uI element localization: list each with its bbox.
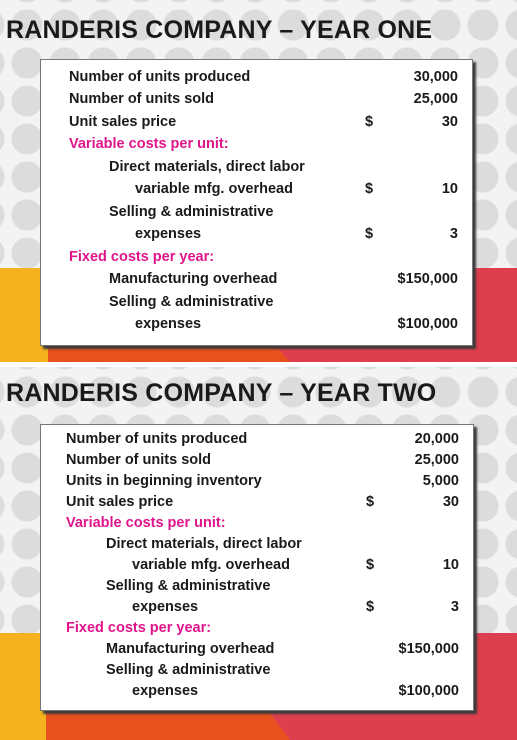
row-label: expenses [135, 316, 202, 332]
table-row: Number of units produced 30,000 [41, 69, 472, 89]
table-row: Unit sales price $ 30 [41, 494, 473, 514]
table-row: variable mfg. overhead $ 10 [41, 557, 473, 577]
row-label: expenses [135, 226, 202, 242]
row-label: Fixed costs per year: [66, 620, 212, 636]
table-row: Number of units sold 25,000 [41, 91, 472, 111]
row-label: Unit sales price [69, 114, 177, 130]
row-label: Selling & administrative [109, 294, 274, 310]
section-heading: Fixed costs per year: [41, 620, 473, 640]
row-label: Variable costs per unit: [69, 136, 229, 152]
row-label: expenses [132, 599, 199, 615]
row-label: Units in beginning inventory [66, 473, 262, 489]
section-heading: Variable costs per unit: [41, 515, 473, 535]
row-currency: $ [366, 494, 375, 510]
table-row: Selling & administrative [41, 294, 472, 314]
table-row: Manufacturing overhead $150,000 [41, 641, 473, 661]
row-amount: 5,000 [422, 473, 459, 489]
row-label: Manufacturing overhead [106, 641, 275, 657]
row-currency: $ [366, 599, 375, 615]
table-row: expenses $ 3 [41, 226, 472, 246]
row-label: Fixed costs per year: [69, 249, 215, 265]
data-table-card: Number of units produced 20,000 Number o… [40, 424, 474, 711]
row-amount: 25,000 [413, 91, 458, 107]
data-table-card: Number of units produced 30,000 Number o… [40, 59, 473, 346]
table-row: Manufacturing overhead $150,000 [41, 271, 472, 291]
row-label: Number of units sold [69, 91, 214, 107]
row-currency: $ [366, 557, 375, 573]
slide-title: RANDERIS COMPANY – YEAR TWO [6, 379, 437, 407]
table-row: Selling & administrative [41, 578, 473, 598]
table-row: Selling & administrative [41, 204, 472, 224]
row-amount: $150,000 [397, 271, 458, 287]
row-label: variable mfg. overhead [132, 557, 290, 573]
row-label: Selling & administrative [106, 578, 271, 594]
row-label: Selling & administrative [109, 204, 274, 220]
row-amount: 30 [441, 114, 458, 130]
row-amount: 10 [442, 557, 459, 573]
section-heading: Variable costs per unit: [41, 136, 472, 156]
row-label: variable mfg. overhead [135, 181, 293, 197]
row-label: expenses [132, 683, 199, 699]
row-amount: 25,000 [414, 452, 459, 468]
table-row: Number of units sold 25,000 [41, 452, 473, 472]
slide-title: RANDERIS COMPANY – YEAR ONE [6, 16, 433, 44]
section-heading: Fixed costs per year: [41, 249, 472, 269]
row-label: Direct materials, direct labor [106, 536, 302, 552]
slide-year-two: RANDERIS COMPANY – YEAR TWO Number of un… [0, 367, 517, 740]
row-amount: 30,000 [413, 69, 458, 85]
table-row: Units in beginning inventory 5,000 [41, 473, 473, 493]
row-amount: 10 [441, 181, 458, 197]
row-label: Variable costs per unit: [66, 515, 226, 531]
table-row: expenses $100,000 [41, 683, 473, 703]
row-label: Number of units produced [66, 431, 248, 447]
table-row: expenses $100,000 [41, 316, 472, 336]
row-label: Selling & administrative [106, 662, 271, 678]
row-amount: 30 [442, 494, 459, 510]
table-row: variable mfg. overhead $ 10 [41, 181, 472, 201]
row-label: Number of units produced [69, 69, 251, 85]
row-label: Number of units sold [66, 452, 211, 468]
row-currency: $ [365, 181, 374, 197]
row-amount: 20,000 [414, 431, 459, 447]
table-row: Direct materials, direct labor [41, 536, 473, 556]
row-amount: $150,000 [398, 641, 459, 657]
slide-year-one: RANDERIS COMPANY – YEAR ONE Number of un… [0, 0, 517, 362]
table-row: expenses $ 3 [41, 599, 473, 619]
table-row: Number of units produced 20,000 [41, 431, 473, 451]
row-currency: $ [365, 114, 374, 130]
row-currency: $ [365, 226, 374, 242]
row-amount: $100,000 [398, 683, 459, 699]
table-row: Direct materials, direct labor [41, 159, 472, 179]
row-amount: 3 [449, 226, 458, 242]
row-label: Direct materials, direct labor [109, 159, 305, 175]
row-amount: $100,000 [397, 316, 458, 332]
row-label: Manufacturing overhead [109, 271, 278, 287]
table-row: Selling & administrative [41, 662, 473, 682]
row-amount: 3 [450, 599, 459, 615]
row-label: Unit sales price [66, 494, 174, 510]
table-row: Unit sales price $ 30 [41, 114, 472, 134]
